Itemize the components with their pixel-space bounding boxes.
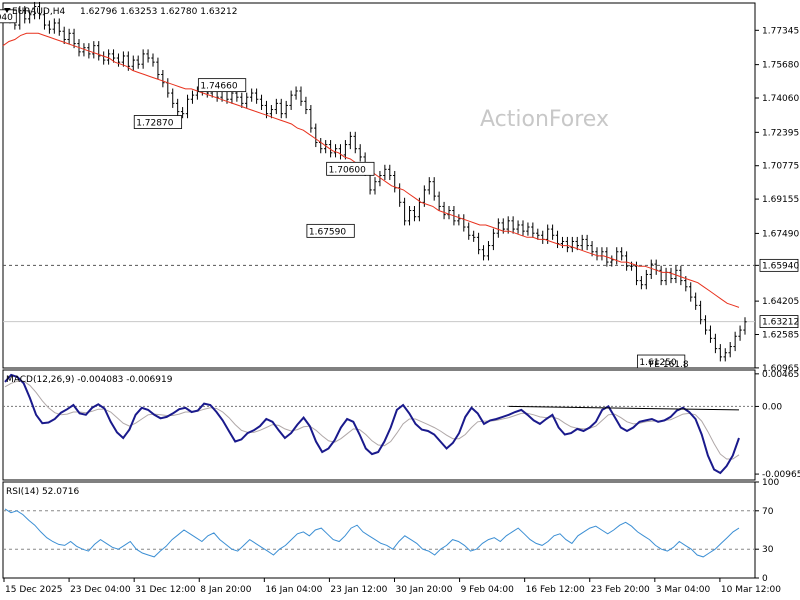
price-annotation-label: 040 [0,13,13,23]
macd-signal-line [4,380,740,460]
price-annotation-label: 1.67590 [309,227,346,237]
price-annotation-label: 1.70600 [329,165,366,175]
rsi-line [4,508,740,558]
price-annotations: 040 1.74660 1.72870 1.70600 1.67590 1.61250FE… [0,9,689,370]
price-annotation-box [637,354,686,369]
price-annotation-box [326,161,375,176]
chart-header-ohlc: 1.62796 1.63253 1.62780 1.63212 [80,7,237,17]
rsi-title: RSI(14) 52.0716 [6,487,79,497]
price-tick-label: 1.74060 [762,94,799,104]
macd-trendline [508,405,740,411]
time-axis: 15 Dec 2025 23 Dec 04:00 31 Dec 12:00 8 Jan… [3,578,781,595]
macd-series [3,373,755,475]
watermark: ActionForex [480,107,609,132]
rsi-tick-label: 100 [762,478,779,488]
time-tick-label: 3 Mar 04:00 [656,585,711,595]
current-price-box [759,315,799,328]
price-y-axis: 1.77345 1.75680 1.74060 1.72395 1.70775 1.691… [755,26,799,374]
time-tick-label: 16 Feb 12:00 [526,585,585,595]
price-tick-label: 1.70775 [762,162,799,172]
macd-tick-label: 0.00 [762,402,782,412]
price-tick-box [759,258,799,272]
price-annotation-label: 1.61250 [639,358,676,368]
dropdown-triangle-icon[interactable] [4,8,10,13]
time-tick-label: 10 Mar 12:00 [721,585,781,595]
current-price-label: 1.63212 [762,318,799,328]
macd-tick-label: -0.009655 [762,470,800,480]
rsi-tick-label: 70 [762,507,774,517]
time-tick-label: 30 Jan 20:00 [395,585,452,595]
price-tick-label: 1.60965 [762,364,799,374]
rsi-tick-label: 30 [762,545,774,555]
price-annotation-box [197,78,247,93]
macd-main-line [4,373,740,475]
price-tick-label: 1.69155 [762,195,799,205]
time-tick-label: 8 Jan 20:00 [200,585,252,595]
price-panel: ActionForex 040 1.74660 1.72870 1.70600 1.67… [0,1,799,374]
rsi-tick-label: 0 [762,574,768,584]
time-tick-label: 23 Feb 20:00 [591,585,650,595]
price-series [3,1,747,362]
panel-frames [2,2,756,579]
price-annotation-label: 1.72870 [136,119,173,129]
time-tick-label: 16 Jan 04:00 [265,585,322,595]
price-tick-label: 1.67490 [762,229,799,239]
fib-extension-label: FE 161.8 [649,360,689,370]
panel-frame-1 [2,369,756,481]
time-tick-label: 23 Jan 12:00 [330,585,387,595]
chart-header-symbol: EURAUD,H4 [12,7,65,17]
price-tick-label: 1.72395 [762,128,799,138]
time-tick-label: 23 Dec 04:00 [70,585,131,595]
panel-frame-2 [2,481,756,579]
time-tick-label: 15 Dec 2025 [5,585,63,595]
time-tick-label: 9 Feb 04:00 [461,585,515,595]
price-reference-lines [3,264,755,323]
panel-frame-0 [2,2,756,369]
time-tick-label: 31 Dec 12:00 [135,585,196,595]
rsi-panel: 100 70 30 0 RSI(14) 52.0716 [3,478,779,584]
price-tick-label: 1.75680 [762,61,799,71]
rsi-series [3,508,755,558]
price-annotation-box [133,115,183,129]
macd-tick-label: 0.004651 [762,370,800,380]
price-annotation-box [0,9,17,24]
macd-panel: 0.004651 0.00 -0.009655 MACD(12,26,9) -0.0… [3,370,800,480]
price-annotation-box [306,223,355,238]
macd-title: MACD(12,26,9) -0.004083 -0.006919 [6,375,173,385]
price-tick-label: 1.64205 [762,297,799,307]
price-tick-label: 1.65940 [762,261,799,271]
macd-y-axis: 0.004651 0.00 -0.009655 [755,370,800,480]
price-tick-label: 1.62585 [762,331,799,341]
price-tick-label: 1.77345 [762,26,799,36]
price-annotation-label: 1.74660 [200,82,237,92]
rsi-y-axis: 100 70 30 0 [755,478,779,584]
